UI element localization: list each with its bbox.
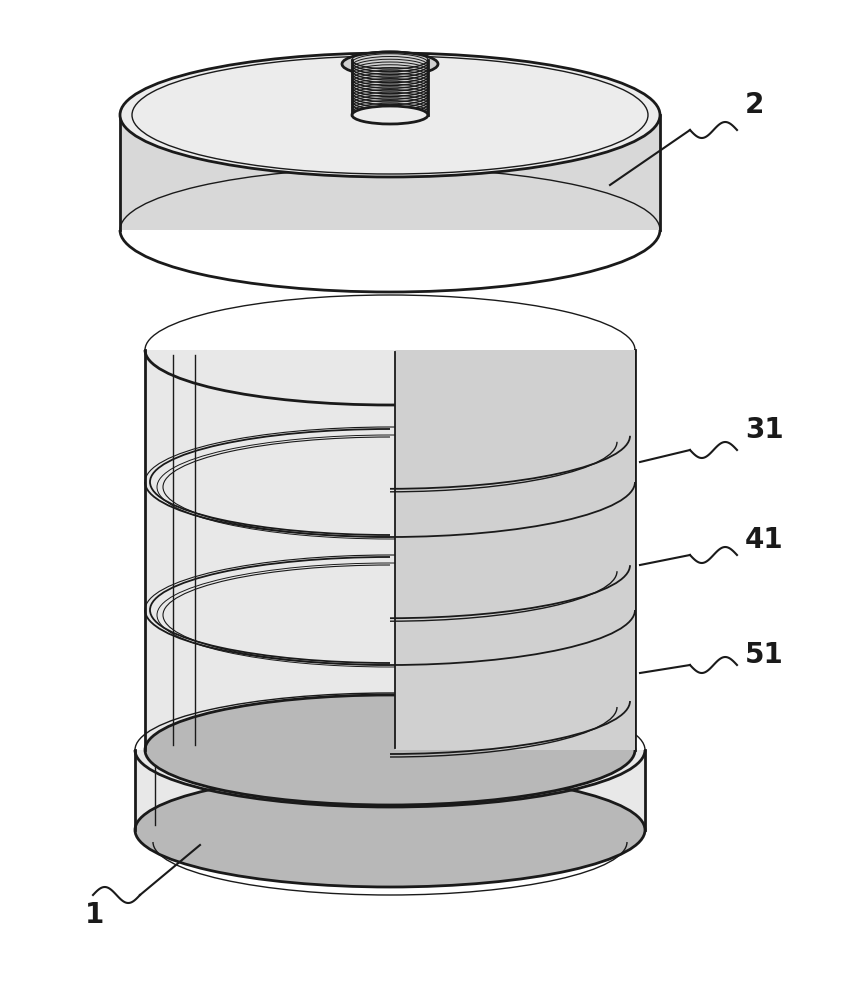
- Text: 51: 51: [745, 641, 784, 669]
- Ellipse shape: [352, 106, 428, 124]
- Polygon shape: [395, 482, 635, 610]
- Polygon shape: [395, 610, 635, 750]
- Polygon shape: [352, 60, 428, 115]
- Ellipse shape: [342, 52, 438, 76]
- Polygon shape: [395, 350, 635, 482]
- Polygon shape: [120, 115, 660, 230]
- Ellipse shape: [135, 773, 645, 887]
- Polygon shape: [145, 350, 635, 750]
- Text: 1: 1: [85, 901, 105, 929]
- Text: 2: 2: [745, 91, 765, 119]
- Polygon shape: [135, 750, 645, 830]
- Ellipse shape: [120, 53, 660, 177]
- Text: 41: 41: [745, 526, 783, 554]
- Text: 31: 31: [745, 416, 783, 444]
- Ellipse shape: [145, 695, 635, 805]
